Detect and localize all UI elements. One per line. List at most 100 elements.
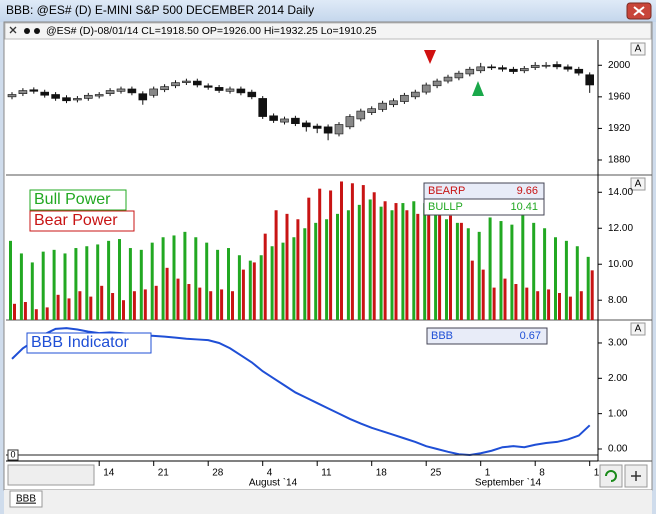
candle-body — [563, 66, 573, 70]
bar — [187, 284, 191, 320]
candle-body — [225, 88, 235, 92]
candle-body — [476, 66, 486, 72]
bar — [470, 260, 474, 320]
bar — [34, 309, 38, 320]
bar — [558, 293, 561, 320]
x-tick-label: 8 — [539, 468, 545, 479]
bar — [412, 201, 416, 320]
candle-body — [105, 90, 115, 94]
buy-arrow — [472, 81, 484, 96]
candle-body — [258, 98, 268, 117]
candle-body — [367, 108, 377, 113]
tab-label[interactable]: BBB — [16, 494, 36, 505]
x-tick-label: 11 — [321, 468, 332, 479]
x-tick-label: 25 — [430, 468, 442, 479]
bar — [514, 284, 518, 320]
bar — [67, 298, 71, 320]
legend-label: Bear Power — [34, 212, 118, 229]
scroll-box[interactable] — [7, 464, 95, 486]
y-tick-label: 8.00 — [608, 295, 628, 306]
bar — [252, 262, 256, 320]
bar — [122, 300, 125, 320]
candle-body — [389, 100, 398, 106]
tab[interactable] — [9, 490, 43, 508]
bar — [568, 296, 572, 320]
bar — [427, 206, 431, 320]
bar — [78, 291, 82, 320]
bar — [394, 203, 398, 320]
bar — [590, 270, 594, 320]
x-tick-label: 28 — [212, 468, 224, 479]
candle-body — [519, 68, 529, 72]
bar — [521, 213, 525, 320]
panel-button[interactable] — [630, 42, 646, 56]
baseline-label: 0 — [10, 449, 15, 459]
bar — [586, 256, 590, 320]
bar — [107, 240, 111, 320]
bar — [161, 237, 165, 320]
candle-body — [40, 91, 50, 96]
bar — [52, 249, 56, 320]
bar — [13, 303, 16, 320]
candle-body — [432, 80, 442, 87]
bar — [532, 222, 536, 320]
bar — [307, 197, 311, 320]
candle-body — [498, 67, 507, 70]
candle-body — [400, 94, 409, 102]
bar — [477, 231, 481, 320]
candle-body — [574, 68, 584, 74]
bar — [19, 253, 23, 320]
bar — [45, 307, 49, 320]
bar — [296, 219, 300, 320]
y-tick-label: 1.00 — [608, 408, 628, 419]
bar — [231, 291, 234, 320]
bar — [205, 242, 209, 320]
candle-body — [149, 88, 158, 96]
candle-body — [116, 88, 126, 92]
candle-body — [541, 64, 551, 67]
bar — [554, 237, 557, 320]
legend-label: BBB Indicator — [31, 334, 130, 351]
bar — [198, 287, 202, 320]
bar — [9, 240, 12, 320]
candle-body — [236, 88, 246, 94]
panel-button[interactable] — [630, 322, 646, 336]
tab-strip — [4, 490, 652, 514]
bar — [329, 190, 333, 320]
refresh-button[interactable] — [599, 464, 623, 488]
bar — [237, 255, 241, 320]
x-tick-label: 14 — [103, 468, 115, 479]
bar — [132, 291, 136, 320]
bar — [459, 222, 463, 320]
bar — [303, 228, 307, 320]
candle-body — [127, 88, 137, 94]
bar — [292, 237, 296, 320]
bar — [216, 249, 220, 320]
x-tick-label: 18 — [376, 468, 388, 479]
bar — [423, 203, 427, 320]
bar — [346, 210, 350, 320]
panel-button[interactable] — [630, 177, 646, 191]
candle-body — [29, 89, 39, 92]
bar — [383, 201, 387, 320]
bar — [85, 246, 89, 320]
bar — [350, 183, 354, 320]
bar — [74, 248, 78, 320]
bar — [492, 287, 496, 320]
candle-body — [487, 66, 496, 69]
candle-body — [51, 94, 60, 99]
candle-body — [62, 97, 71, 102]
bar — [314, 222, 318, 320]
bar — [438, 212, 442, 320]
info-close[interactable] — [9, 26, 17, 34]
candle-body — [509, 68, 518, 72]
y-tick-label: 1960 — [608, 91, 631, 102]
readout-value: 9.66 — [517, 185, 538, 197]
y-tick-label: 2.00 — [608, 373, 628, 384]
bar — [340, 181, 343, 320]
bar — [336, 213, 339, 320]
readout-label: BEARP — [428, 185, 465, 197]
candle-body — [312, 125, 322, 129]
candle-body — [356, 110, 366, 120]
